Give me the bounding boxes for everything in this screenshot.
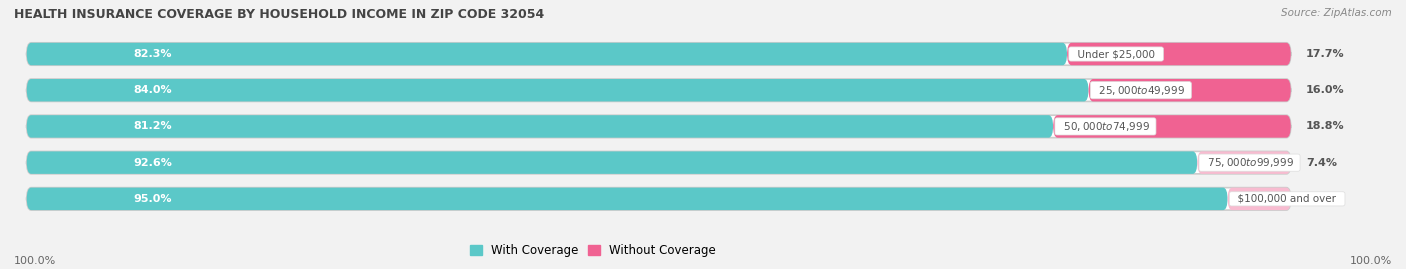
Text: 5.0%: 5.0% [1306,194,1337,204]
Text: HEALTH INSURANCE COVERAGE BY HOUSEHOLD INCOME IN ZIP CODE 32054: HEALTH INSURANCE COVERAGE BY HOUSEHOLD I… [14,8,544,21]
Text: 84.0%: 84.0% [134,85,173,95]
Text: 95.0%: 95.0% [134,194,173,204]
Text: 100.0%: 100.0% [14,256,56,266]
FancyBboxPatch shape [1053,115,1291,138]
FancyBboxPatch shape [27,188,1227,210]
Text: 7.4%: 7.4% [1306,158,1337,168]
Text: 81.2%: 81.2% [134,121,173,132]
FancyBboxPatch shape [27,151,1291,174]
Text: $25,000 to $49,999: $25,000 to $49,999 [1092,84,1189,97]
FancyBboxPatch shape [27,43,1067,65]
Text: Under $25,000: Under $25,000 [1071,49,1161,59]
FancyBboxPatch shape [1067,43,1291,65]
FancyBboxPatch shape [27,79,1291,101]
FancyBboxPatch shape [27,79,1088,101]
Text: 92.6%: 92.6% [134,158,173,168]
Text: $75,000 to $99,999: $75,000 to $99,999 [1201,156,1298,169]
Text: 100.0%: 100.0% [1350,256,1392,266]
Text: $100,000 and over: $100,000 and over [1232,194,1343,204]
Text: 17.7%: 17.7% [1306,49,1344,59]
FancyBboxPatch shape [27,151,1198,174]
FancyBboxPatch shape [27,115,1053,138]
Text: Source: ZipAtlas.com: Source: ZipAtlas.com [1281,8,1392,18]
Legend: With Coverage, Without Coverage: With Coverage, Without Coverage [465,239,720,262]
FancyBboxPatch shape [1088,79,1291,101]
FancyBboxPatch shape [1198,151,1291,174]
Text: 82.3%: 82.3% [134,49,173,59]
FancyBboxPatch shape [1227,188,1291,210]
FancyBboxPatch shape [27,115,1291,138]
Text: 16.0%: 16.0% [1306,85,1344,95]
Text: 18.8%: 18.8% [1306,121,1344,132]
Text: $50,000 to $74,999: $50,000 to $74,999 [1057,120,1154,133]
FancyBboxPatch shape [27,188,1291,210]
FancyBboxPatch shape [27,43,1291,65]
